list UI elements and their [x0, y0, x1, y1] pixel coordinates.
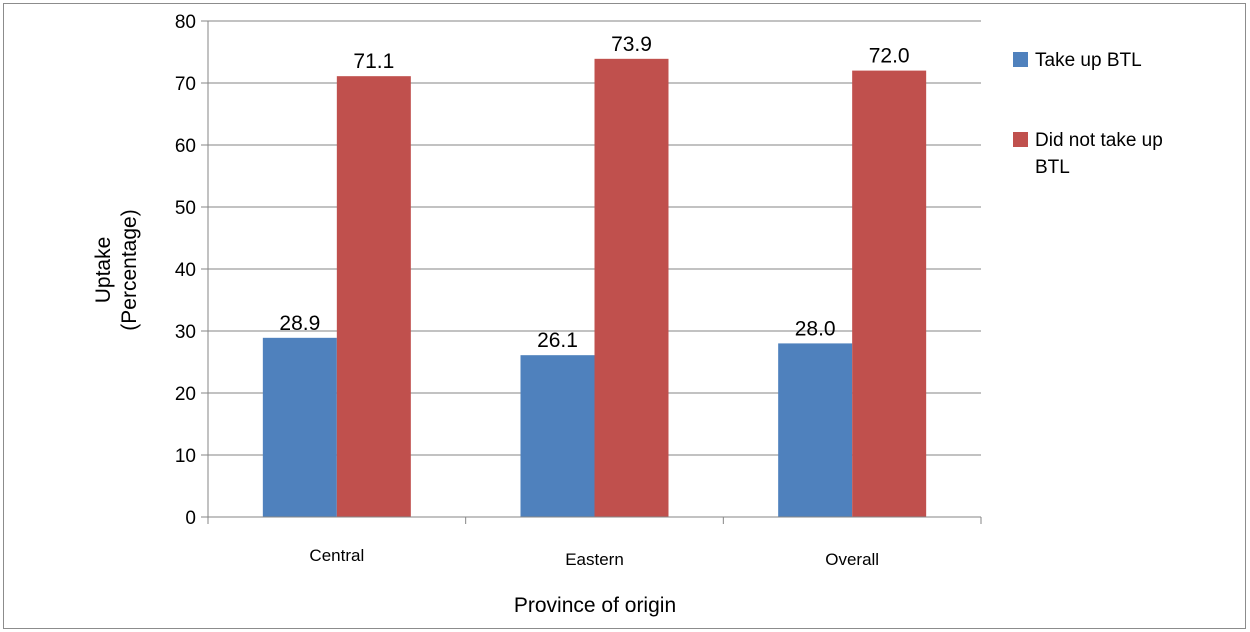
- data-label: 26.1: [537, 329, 578, 352]
- bar-take-up-central: [262, 337, 337, 517]
- legend-swatch-did-not-take-up: [1013, 132, 1028, 147]
- data-labels: 28.9 71.1 26.1 73.9 28.0 72.0: [279, 33, 909, 352]
- data-label: 73.9: [611, 33, 652, 56]
- legend-label-line: BTL: [1035, 157, 1070, 178]
- y-axis-title-line: (Percentage): [118, 209, 141, 330]
- bar-did-not-take-up-overall: [852, 70, 927, 517]
- x-tick-label-overall: Overall: [825, 550, 879, 569]
- y-tick-label: 20: [175, 384, 196, 405]
- y-tick-label: 60: [175, 136, 196, 157]
- y-tick-labels: 0 10 20 30 40 50 60 70 80: [175, 12, 196, 529]
- x-tick-label-eastern: Eastern: [565, 550, 624, 569]
- axes: [201, 20, 982, 524]
- data-label: 72.0: [869, 45, 910, 68]
- y-tick-label: 50: [175, 198, 196, 219]
- x-tick-label-central: Central: [309, 546, 364, 565]
- y-tick-label: 10: [175, 446, 196, 467]
- legend: Take up BTL Did not take up BTL: [1013, 50, 1163, 178]
- legend-label-line: Take up BTL: [1035, 50, 1142, 71]
- data-label: 71.1: [353, 50, 394, 73]
- legend-label-take-up: Take up BTL: [1035, 50, 1142, 71]
- bar-did-not-take-up-central: [336, 76, 411, 518]
- bar-take-up-overall: [778, 343, 853, 517]
- x-tick-labels: Central Eastern Overall: [309, 546, 879, 569]
- y-tick-label: 70: [175, 74, 196, 95]
- y-tick-label: 40: [175, 260, 196, 281]
- x-axis-title: Province of origin: [514, 594, 676, 617]
- bar-take-up-eastern: [520, 355, 595, 517]
- data-label: 28.9: [279, 312, 320, 335]
- y-tick-label: 80: [175, 12, 196, 33]
- y-axis-title-line: Uptake: [92, 237, 115, 304]
- bar-did-not-take-up-eastern: [594, 58, 669, 517]
- legend-label-did-not-take-up: Did not take up BTL: [1035, 130, 1163, 178]
- y-axis-title: Uptake (Percentage): [92, 209, 141, 330]
- y-tick-label: 0: [185, 508, 196, 529]
- y-tick-label: 30: [175, 322, 196, 343]
- legend-swatch-take-up: [1013, 52, 1028, 67]
- bars: [262, 58, 927, 518]
- data-label: 28.0: [795, 317, 836, 340]
- legend-label-line: Did not take up: [1035, 130, 1163, 151]
